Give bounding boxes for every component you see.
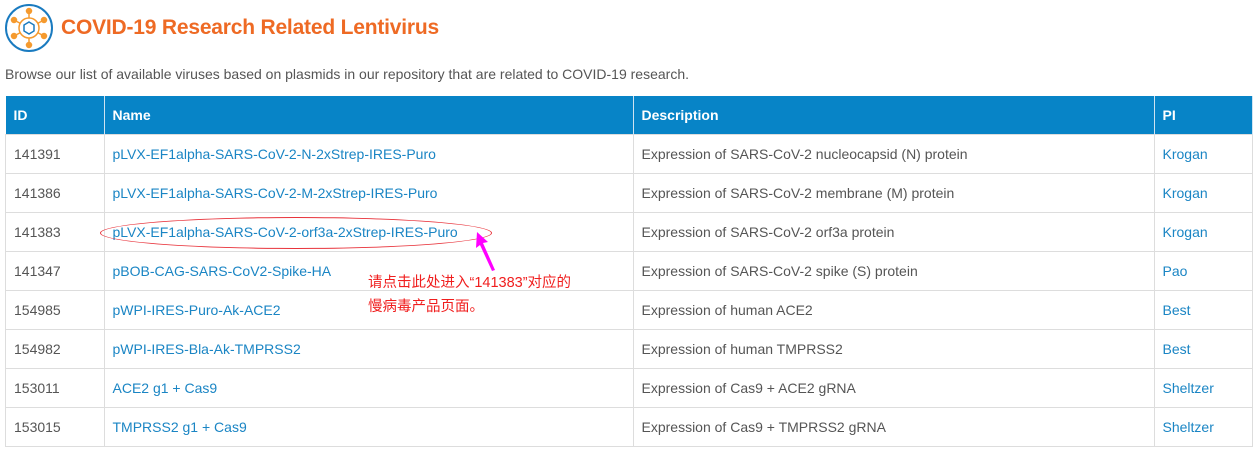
annotation-arrow [476,232,495,271]
highlight-oval [100,217,492,249]
cell-description: Expression of Cas9 + ACE2 gRNA [632,368,1155,408]
cell-id: 154982 [5,329,105,369]
cell-description: Expression of Cas9 + TMPRSS2 gRNA [632,407,1155,447]
table-row: 153015 TMPRSS2 g1 + Cas9 Expression of C… [5,407,1253,447]
table-header-row: ID Name Description PI [5,96,1253,135]
cell-pi: Best [1153,329,1253,369]
cell-pi: Krogan [1153,134,1253,174]
plasmid-name-link[interactable]: pLVX-EF1alpha-SARS-CoV-2-N-2xStrep-IRES-… [112,146,436,162]
cell-id: 141383 [5,212,105,252]
cell-description: Expression of human ACE2 [632,290,1155,330]
cell-description: Expression of SARS-CoV-2 nucleocapsid (N… [632,134,1155,174]
pi-link[interactable]: Pao [1162,263,1188,279]
plasmid-name-link[interactable]: pLVX-EF1alpha-SARS-CoV-2-M-2xStrep-IRES-… [112,185,438,201]
table-row: 154982 pWPI-IRES-Bla-Ak-TMPRSS2 Expressi… [5,329,1253,369]
cell-name: pBOB-CAG-SARS-CoV2-Spike-HA [103,251,634,291]
plasmid-name-link[interactable]: TMPRSS2 g1 + Cas9 [112,419,247,435]
lentivirus-table: ID Name Description PI 141391 pLVX-EF1al… [5,96,1253,447]
annotation-note: 请点击此处进入“141383”对应的 慢病毒产品页面。 [368,271,571,319]
plasmid-name-link[interactable]: pWPI-IRES-Puro-Ak-ACE2 [112,302,281,318]
pi-link[interactable]: Krogan [1162,185,1208,201]
annotation-line-1: 请点击此处进入“141383”对应的 [368,275,572,291]
cell-pi: Sheltzer [1153,368,1253,408]
plasmid-name-link[interactable]: ACE2 g1 + Cas9 [112,380,218,396]
cell-name: TMPRSS2 g1 + Cas9 [103,407,634,447]
page-header: COVID-19 Research Related Lentivirus [4,3,439,53]
page-title: COVID-19 Research Related Lentivirus [61,16,439,39]
cell-pi: Sheltzer [1153,407,1253,447]
virus-icon [5,4,53,52]
cell-pi: Best [1153,290,1253,330]
cell-id: 153011 [5,368,105,408]
intro-text: Browse our list of available viruses bas… [5,66,689,82]
header-id[interactable]: ID [5,96,105,135]
cell-pi: Krogan [1153,173,1253,213]
header-name[interactable]: Name [104,96,634,135]
cell-description: Expression of SARS-CoV-2 membrane (M) pr… [632,173,1155,213]
cell-id: 141391 [5,134,105,174]
table-row: 141391 pLVX-EF1alpha-SARS-CoV-2-N-2xStre… [5,134,1253,174]
cell-pi: Pao [1153,251,1253,291]
cell-description: Expression of human TMPRSS2 [632,329,1155,369]
header-description[interactable]: Description [633,96,1155,135]
cell-name: ACE2 g1 + Cas9 [103,368,634,408]
cell-pi: Krogan [1153,212,1253,252]
cell-id: 141347 [5,251,105,291]
plasmid-name-link[interactable]: pWPI-IRES-Bla-Ak-TMPRSS2 [112,341,301,357]
pi-link[interactable]: Krogan [1162,146,1208,162]
annotation-line-2: 慢病毒产品页面。 [368,299,484,315]
cell-name: pWPI-IRES-Bla-Ak-TMPRSS2 [103,329,634,369]
pi-link[interactable]: Sheltzer [1162,380,1214,396]
table-row: 141347 pBOB-CAG-SARS-CoV2-Spike-HA Expre… [5,251,1253,291]
header-pi[interactable]: PI [1154,96,1253,135]
pi-link[interactable]: Sheltzer [1162,419,1214,435]
cell-name: pLVX-EF1alpha-SARS-CoV-2-N-2xStrep-IRES-… [103,134,634,174]
plasmid-name-link[interactable]: pBOB-CAG-SARS-CoV2-Spike-HA [112,263,332,279]
cell-id: 154985 [5,290,105,330]
pi-link[interactable]: Krogan [1162,224,1208,240]
cell-description: Expression of SARS-CoV-2 spike (S) prote… [632,251,1155,291]
table-row: 154985 pWPI-IRES-Puro-Ak-ACE2 Expression… [5,290,1253,330]
pi-link[interactable]: Best [1162,302,1191,318]
table-row: 153011 ACE2 g1 + Cas9 Expression of Cas9… [5,368,1253,408]
pi-link[interactable]: Best [1162,341,1191,357]
table-row: 141386 pLVX-EF1alpha-SARS-CoV-2-M-2xStre… [5,173,1253,213]
cell-name: pLVX-EF1alpha-SARS-CoV-2-M-2xStrep-IRES-… [103,173,634,213]
cell-id: 141386 [5,173,105,213]
cell-id: 153015 [5,407,105,447]
cell-description: Expression of SARS-CoV-2 orf3a protein [632,212,1155,252]
